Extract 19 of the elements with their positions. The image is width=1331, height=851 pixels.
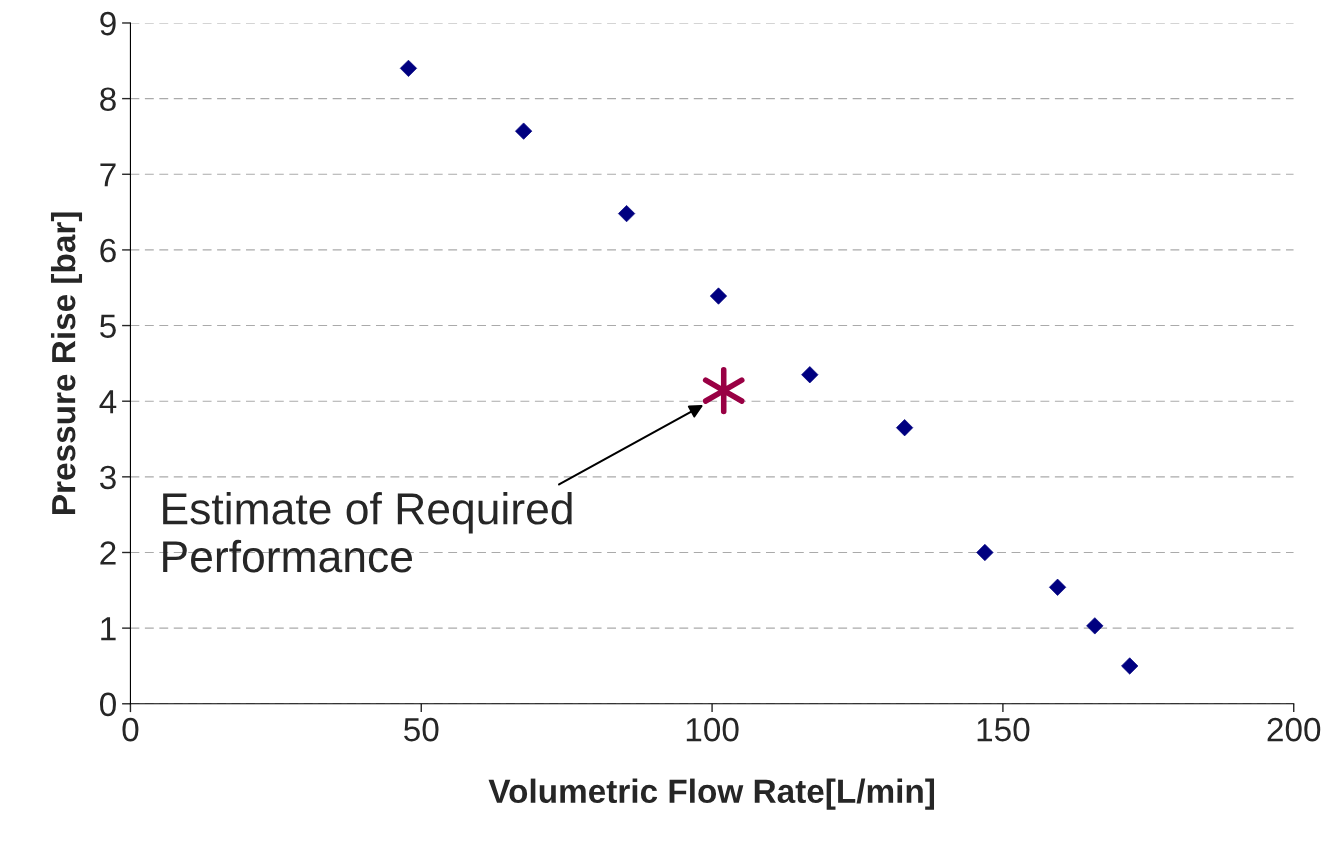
x-tick-label: 100 [686,717,739,742]
y-tick-label: 9 [100,11,116,36]
y-tick-label: 7 [100,163,116,187]
y-tick-label: 8 [100,87,116,112]
y-tick-label: 5 [100,314,116,338]
annotation: Estimate of Required Performance [163,491,572,573]
y-tick-label: 6 [100,238,116,263]
y-tick-label: 0 [100,692,116,717]
x-axis-title: Volumetric Flow Rate[L/min] [488,778,935,810]
y-tick-label: 2 [100,541,116,565]
x-tick-label: 150 [977,717,1030,742]
y-tick-label: 4 [99,390,117,414]
point [702,367,745,415]
y-tick-label: 1 [101,617,116,641]
x-tick-label: 0 [122,717,139,742]
y-tick-label: 3 [99,465,116,490]
x-tick-label: 50 [404,717,439,742]
y-axis-title: Pressure Rise [bar] [50,212,83,514]
x-tick-label: 200 [1267,717,1321,742]
